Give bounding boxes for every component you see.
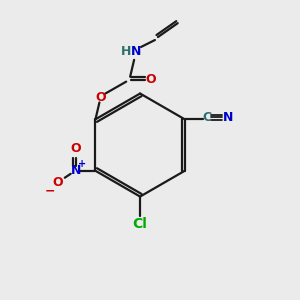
- Text: Cl: Cl: [133, 217, 148, 231]
- Text: C: C: [202, 111, 211, 124]
- Text: N: N: [131, 45, 141, 58]
- Text: −: −: [45, 184, 55, 197]
- Text: N: N: [223, 111, 233, 124]
- Text: O: O: [70, 142, 81, 154]
- Text: N: N: [70, 164, 81, 177]
- Text: O: O: [52, 176, 63, 189]
- Text: O: O: [146, 73, 156, 86]
- Text: H: H: [121, 45, 131, 58]
- Text: +: +: [77, 159, 86, 169]
- Text: O: O: [95, 91, 106, 104]
